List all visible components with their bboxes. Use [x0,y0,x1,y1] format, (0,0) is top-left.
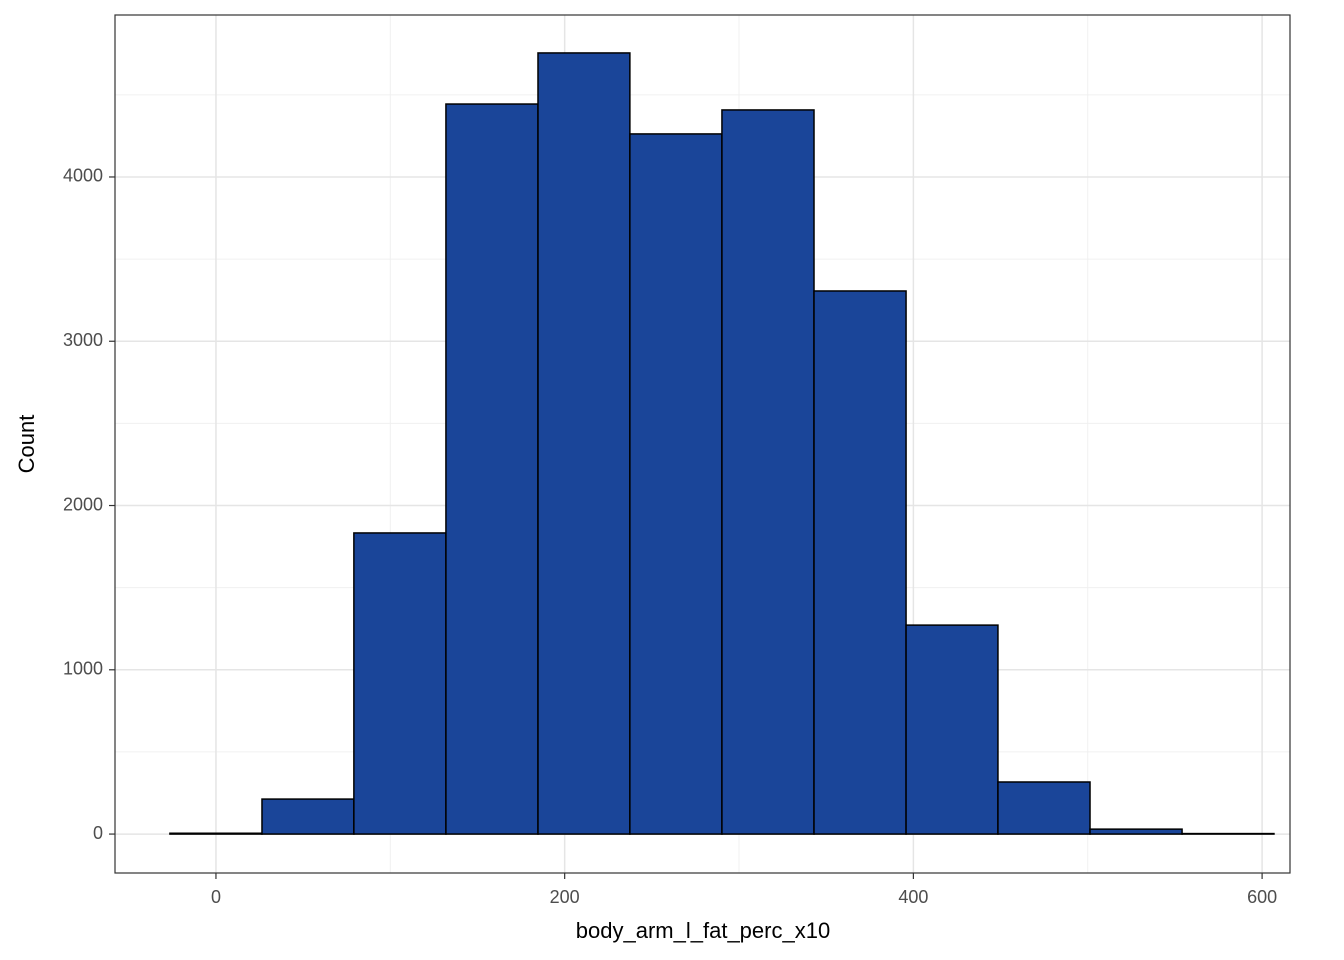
y-axis-title: Count [14,415,39,474]
bar [537,52,631,835]
x-axis-title: body_arm_l_fat_perc_x10 [576,918,830,943]
x-tick-label: 0 [211,887,221,907]
y-tick-label: 4000 [63,166,103,186]
bar [261,798,355,835]
bar [721,109,815,835]
y-tick-label: 2000 [63,494,103,514]
bar [445,103,539,835]
x-tick-label: 200 [550,887,580,907]
y-tick-label: 0 [93,823,103,843]
bar [997,781,1091,835]
y-tick-label: 1000 [63,659,103,679]
x-tick-label: 400 [898,887,928,907]
x-tick-label: 600 [1247,887,1277,907]
bar [905,624,999,835]
y-tick-label: 3000 [63,330,103,350]
plot-border [114,14,1291,874]
bar [629,133,723,835]
bar [813,290,907,835]
bar [1089,828,1183,835]
bar [169,832,263,835]
bar [353,532,447,835]
